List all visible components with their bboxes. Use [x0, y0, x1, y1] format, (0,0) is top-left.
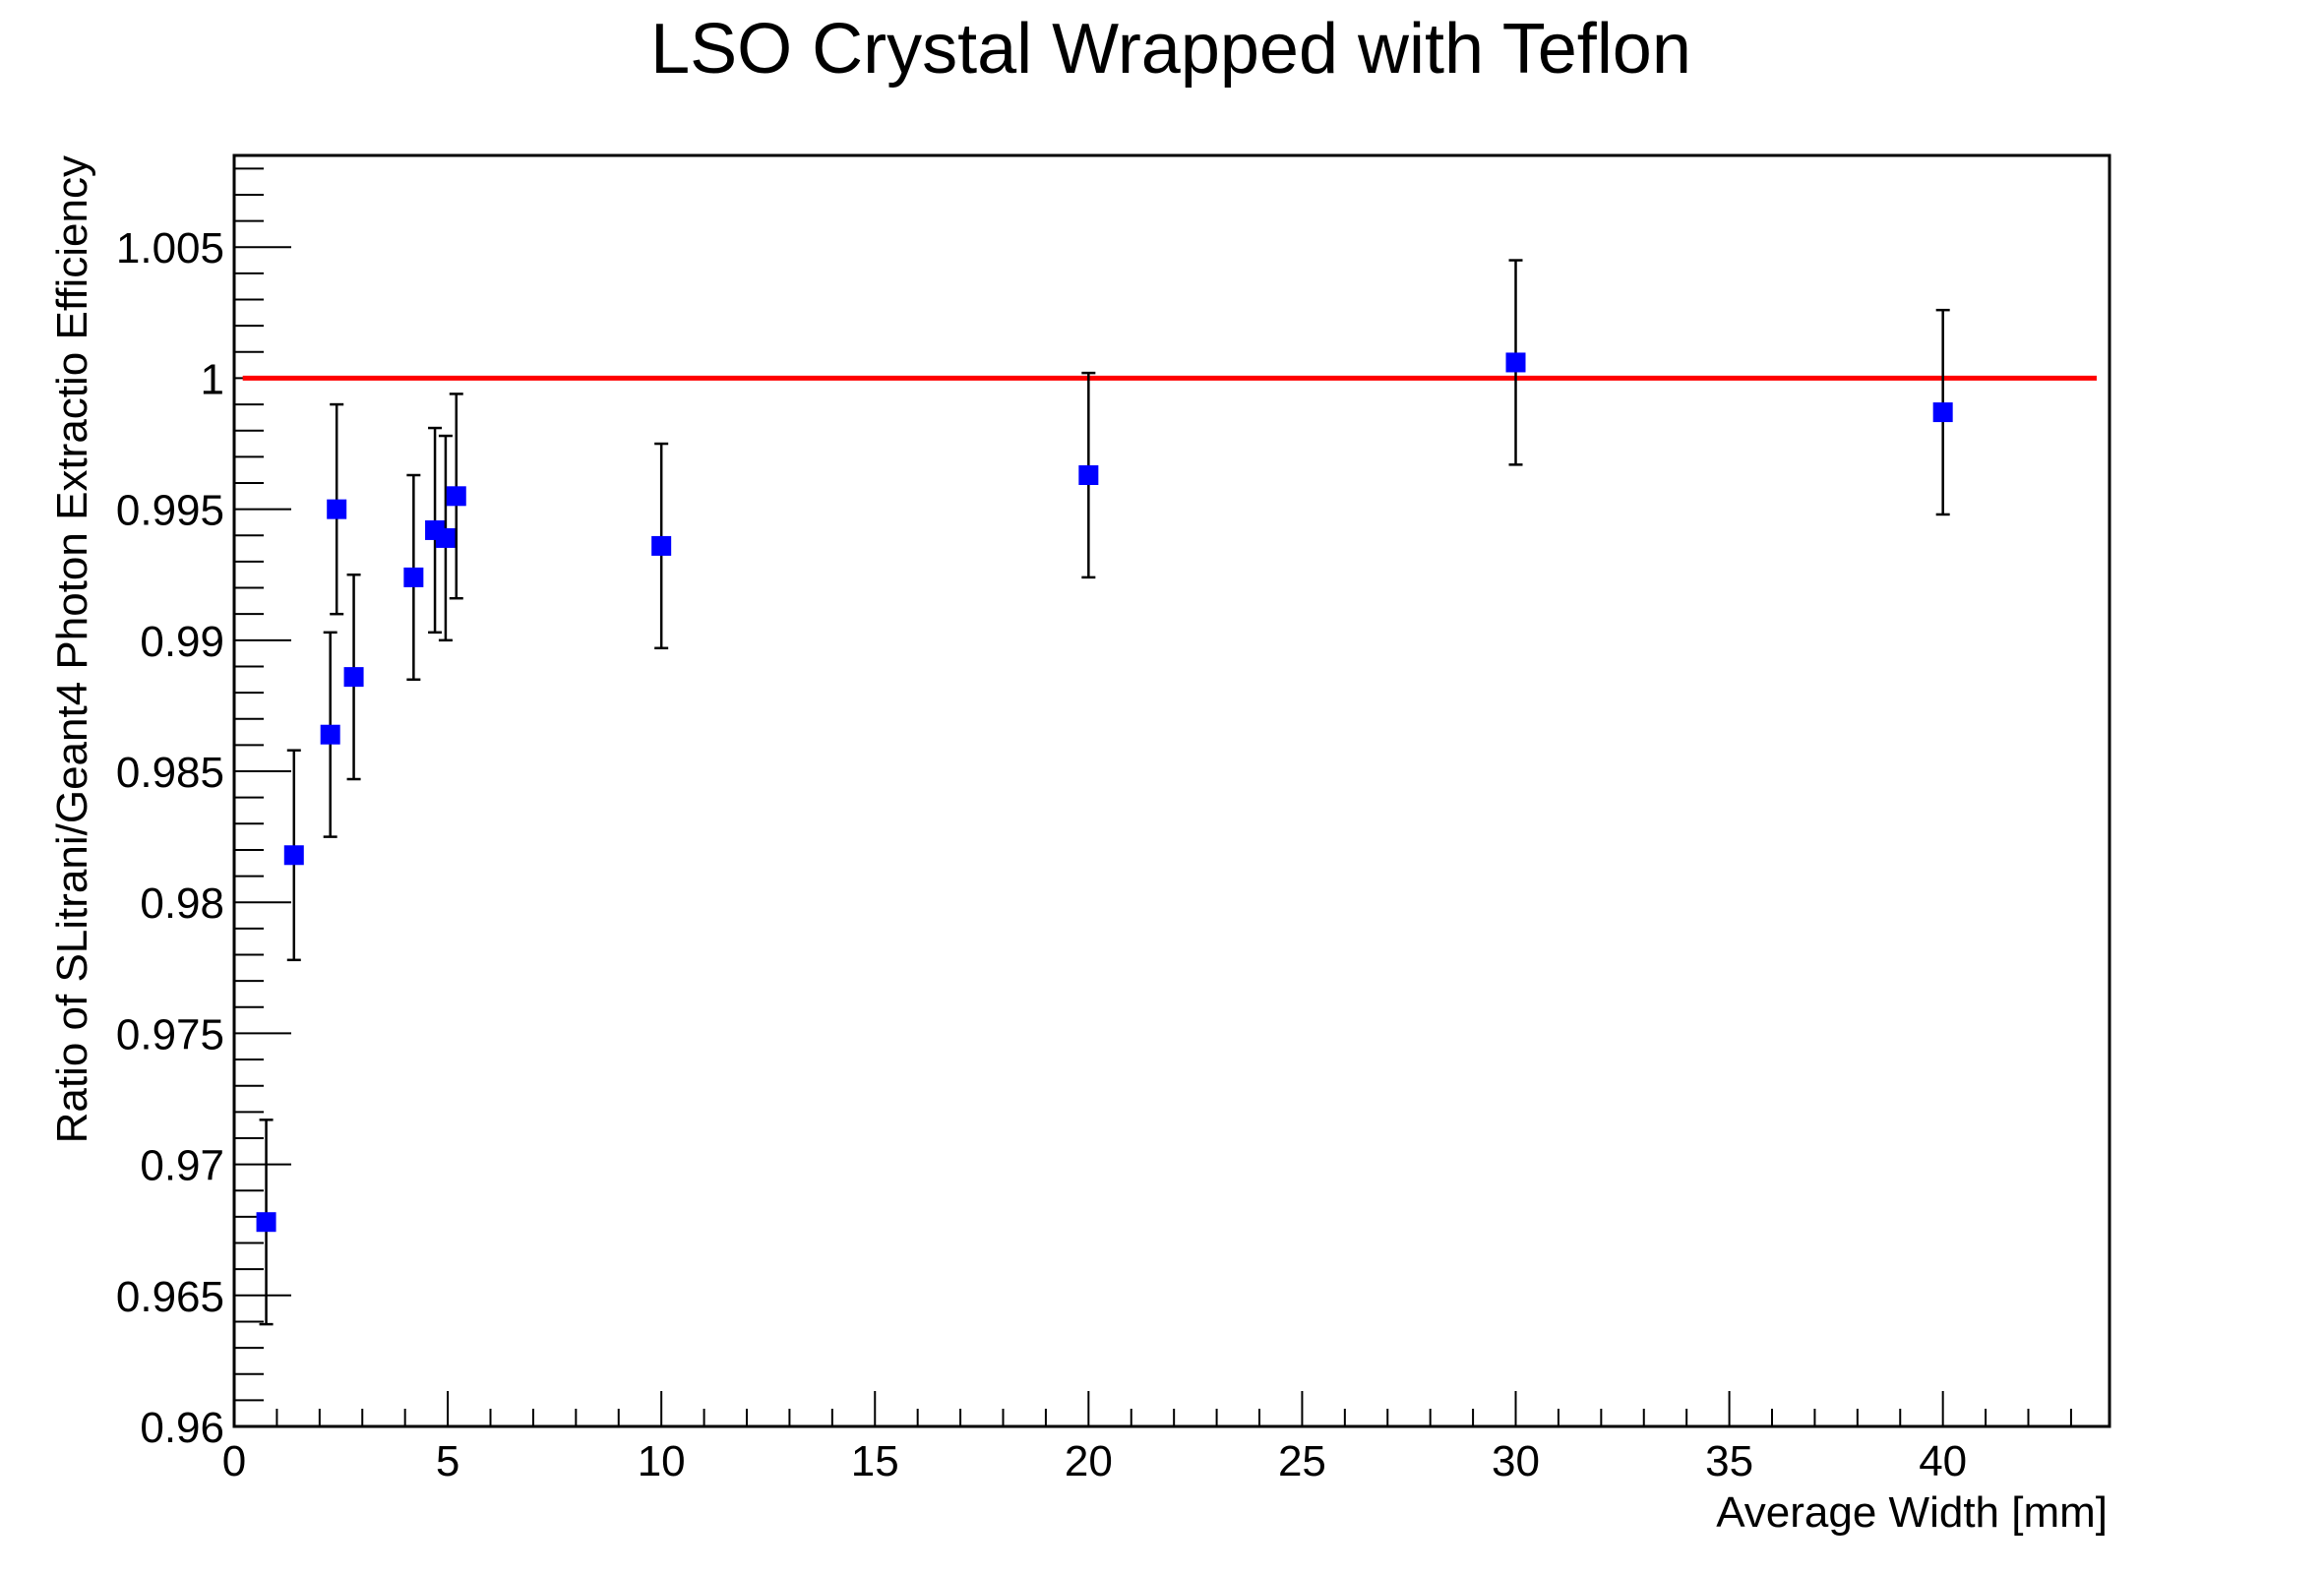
data-point — [320, 631, 340, 838]
data-point — [1932, 308, 1953, 516]
data-point — [403, 473, 424, 682]
data-point — [256, 1119, 276, 1326]
x-tick-label: 25 — [1278, 1437, 1326, 1485]
point-marker — [1932, 402, 1953, 423]
data-point — [283, 749, 304, 962]
data-point — [1505, 259, 1526, 466]
y-tick-label: 0.96 — [140, 1404, 224, 1452]
x-tick-label: 20 — [1065, 1437, 1113, 1485]
point-marker — [446, 486, 466, 507]
data-point — [327, 402, 347, 616]
x-tick-label: 5 — [436, 1437, 459, 1485]
point-marker — [256, 1212, 276, 1233]
data-point — [435, 434, 456, 642]
x-tick-label: 15 — [851, 1437, 899, 1485]
y-tick-label: 0.98 — [140, 879, 224, 928]
y-tick-label: 0.965 — [116, 1273, 224, 1321]
x-axis-title: Average Width [mm] — [1716, 1488, 2108, 1537]
point-marker — [1078, 464, 1099, 485]
x-tick-label: 40 — [1919, 1437, 1967, 1485]
point-marker — [320, 724, 340, 745]
y-tick-label: 1 — [201, 355, 224, 403]
point-marker — [1505, 352, 1526, 373]
point-marker — [403, 567, 424, 587]
x-tick-label: 10 — [638, 1437, 686, 1485]
point-marker — [651, 535, 672, 556]
y-tick-label: 1.005 — [116, 224, 224, 272]
data-point — [651, 442, 672, 650]
data-point — [446, 393, 466, 600]
y-axis-title: Ratio of SLitrani/Geant4 Photon Extracti… — [48, 155, 96, 1143]
x-tick-label: 0 — [222, 1437, 246, 1485]
x-tick-label: 35 — [1705, 1437, 1753, 1485]
point-marker — [343, 667, 364, 688]
x-tick-label: 30 — [1492, 1437, 1540, 1485]
y-tick-label: 0.99 — [140, 618, 224, 666]
data-points — [256, 259, 1953, 1326]
y-tick-label: 0.975 — [116, 1010, 224, 1059]
point-marker — [435, 527, 456, 548]
y-axis: 0.96 0.965 0.97 0.975 0.98 0.985 0.99 0.995 1 1.0… — [116, 167, 291, 1452]
y-tick-label: 0.995 — [116, 487, 224, 535]
chart-title: LSO Crystal Wrapped with Teflon — [650, 10, 1691, 89]
plot-frame — [232, 153, 2111, 1428]
y-tick-label: 0.97 — [140, 1142, 224, 1190]
data-point — [1078, 371, 1099, 579]
x-axis: 0 5 10 15 20 25 30 35 40 — [222, 1391, 2072, 1485]
point-marker — [283, 845, 304, 866]
data-point — [343, 573, 364, 781]
point-marker — [327, 499, 347, 519]
y-tick-label: 0.985 — [116, 749, 224, 797]
